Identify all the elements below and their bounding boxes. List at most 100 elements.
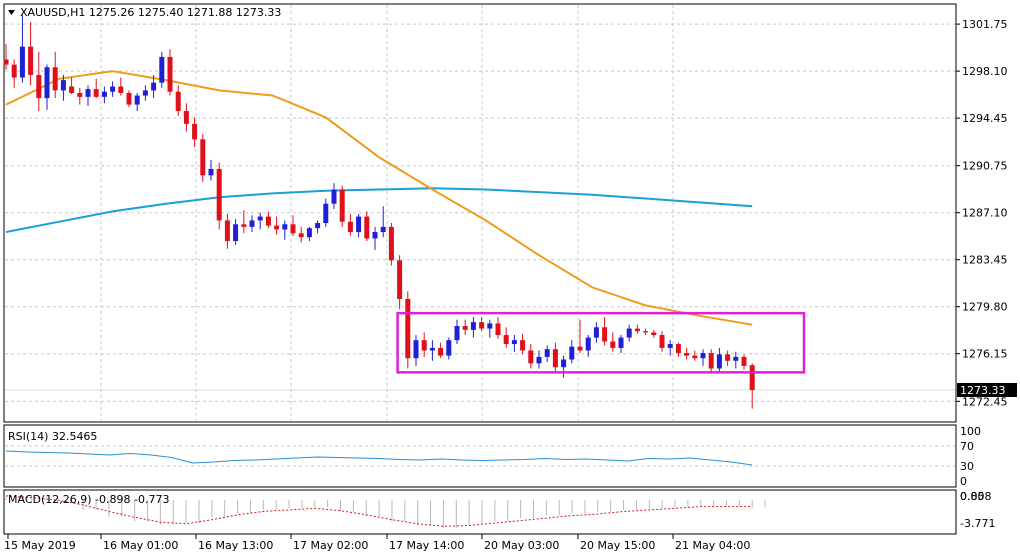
candle-body [36,74,42,99]
candle-body [249,220,255,227]
candle-body [60,80,66,91]
time-tick-label: 17 May 02:00 [293,539,368,552]
candle-body [52,67,58,91]
time-tick-label: 16 May 01:00 [103,539,178,552]
candle-body [323,203,329,224]
rsi-tick-label: 70 [960,440,974,453]
macd-tick-label: -3.771 [960,517,995,530]
candle-body [495,323,501,336]
candle-body [233,224,239,242]
macd-indicator [5,495,766,528]
price-grid [5,5,955,421]
candle-body [749,365,755,391]
candle-body [167,56,173,92]
macd-label: MACD(12,26,9) -0.898 -0.773 [8,493,169,506]
triangle-down-icon[interactable] [8,10,15,15]
candle-body [438,347,444,356]
candle-body [315,223,321,229]
candle-body [552,349,558,368]
price-tick-label: 1279.80 [962,301,1008,314]
candle-body [651,332,657,336]
candle-body [19,46,25,78]
price-tick-label: 1301.75 [962,18,1008,31]
price-tick-label: 1294.45 [962,112,1008,125]
price-axis: 1301.75 1298.10 1294.45 1290.75 1287.10 1283.… [956,18,1008,408]
candle-body [241,224,247,227]
candle-body [561,359,567,368]
candle-body [593,327,599,338]
rsi-panel-frame [3,424,957,488]
candle-body [11,64,17,78]
candle-body [700,353,706,359]
time-tick-label: 17 May 14:00 [389,539,464,552]
candle-body [380,226,386,233]
candle-body [331,189,337,204]
candle-body [224,220,230,242]
candle-body [397,260,403,299]
price-tick-label: 1272.45 [962,395,1008,408]
candle-body [101,91,107,97]
slow-moving-average-line [5,187,753,233]
candle-body [569,346,575,360]
candle-body [429,347,435,351]
macd-signal-line [5,495,753,527]
candle-body [528,350,534,364]
candle-body [602,327,608,342]
rsi-line [5,450,753,466]
candle-body [610,341,616,348]
consolidation-range-box[interactable] [396,311,806,374]
candle-body [675,344,681,354]
candle-body [503,335,509,345]
candle-body [200,139,206,176]
candle-body [725,354,731,361]
candle-body [257,216,263,221]
candle-body [356,216,362,233]
time-tick-label: 16 May 13:00 [198,539,273,552]
candle-body [536,356,542,364]
candle-body [69,86,75,93]
candle-body [626,328,632,338]
candle-body [733,356,739,361]
candle-body [28,46,34,75]
candle-body [684,353,690,356]
candle-body [85,89,91,97]
candle-body [126,92,132,105]
candle-body [77,92,83,97]
rsi-label: RSI(14) 32.5465 [8,430,97,443]
candle-body [208,168,214,176]
candle-body [372,232,378,239]
candle-body [3,59,9,65]
price-tick-label: 1290.75 [962,160,1008,173]
candle-body [306,228,312,238]
current-price-value: 1273.33 [960,384,1006,397]
candle-body [339,189,345,222]
symbol-ohlc-header: XAUUSD,H1 1275.26 1275.40 1271.88 1273.3… [20,6,281,19]
candle-body [692,355,698,359]
price-tick-label: 1283.45 [962,254,1008,267]
candle-body [151,82,157,91]
price-tick-label: 1298.10 [962,65,1008,78]
candle-body [175,91,181,111]
candle-body [282,224,288,230]
price-tick-label: 1276.15 [962,348,1008,361]
fast-moving-average-line [5,70,753,326]
macd-tick-label: 0.00 [960,490,985,503]
candle-body [118,86,124,93]
candle-body [544,349,550,357]
candle-body [93,89,99,97]
candle-body [741,356,747,366]
candle-body [479,322,485,329]
candlestick-series [3,14,755,409]
candle-body [183,111,189,124]
rsi-axis: 100 70 30 0 [960,425,981,488]
candle-body [298,233,304,238]
candle-body [634,328,640,332]
rsi-tick-label: 30 [960,460,974,473]
candle-body [585,337,591,351]
candle-body [716,354,722,369]
candle-body [708,353,714,369]
time-tick-label: 15 May 2019 [4,539,76,552]
candle-body [290,224,296,234]
current-price-label: 1273.33 [957,383,1017,398]
